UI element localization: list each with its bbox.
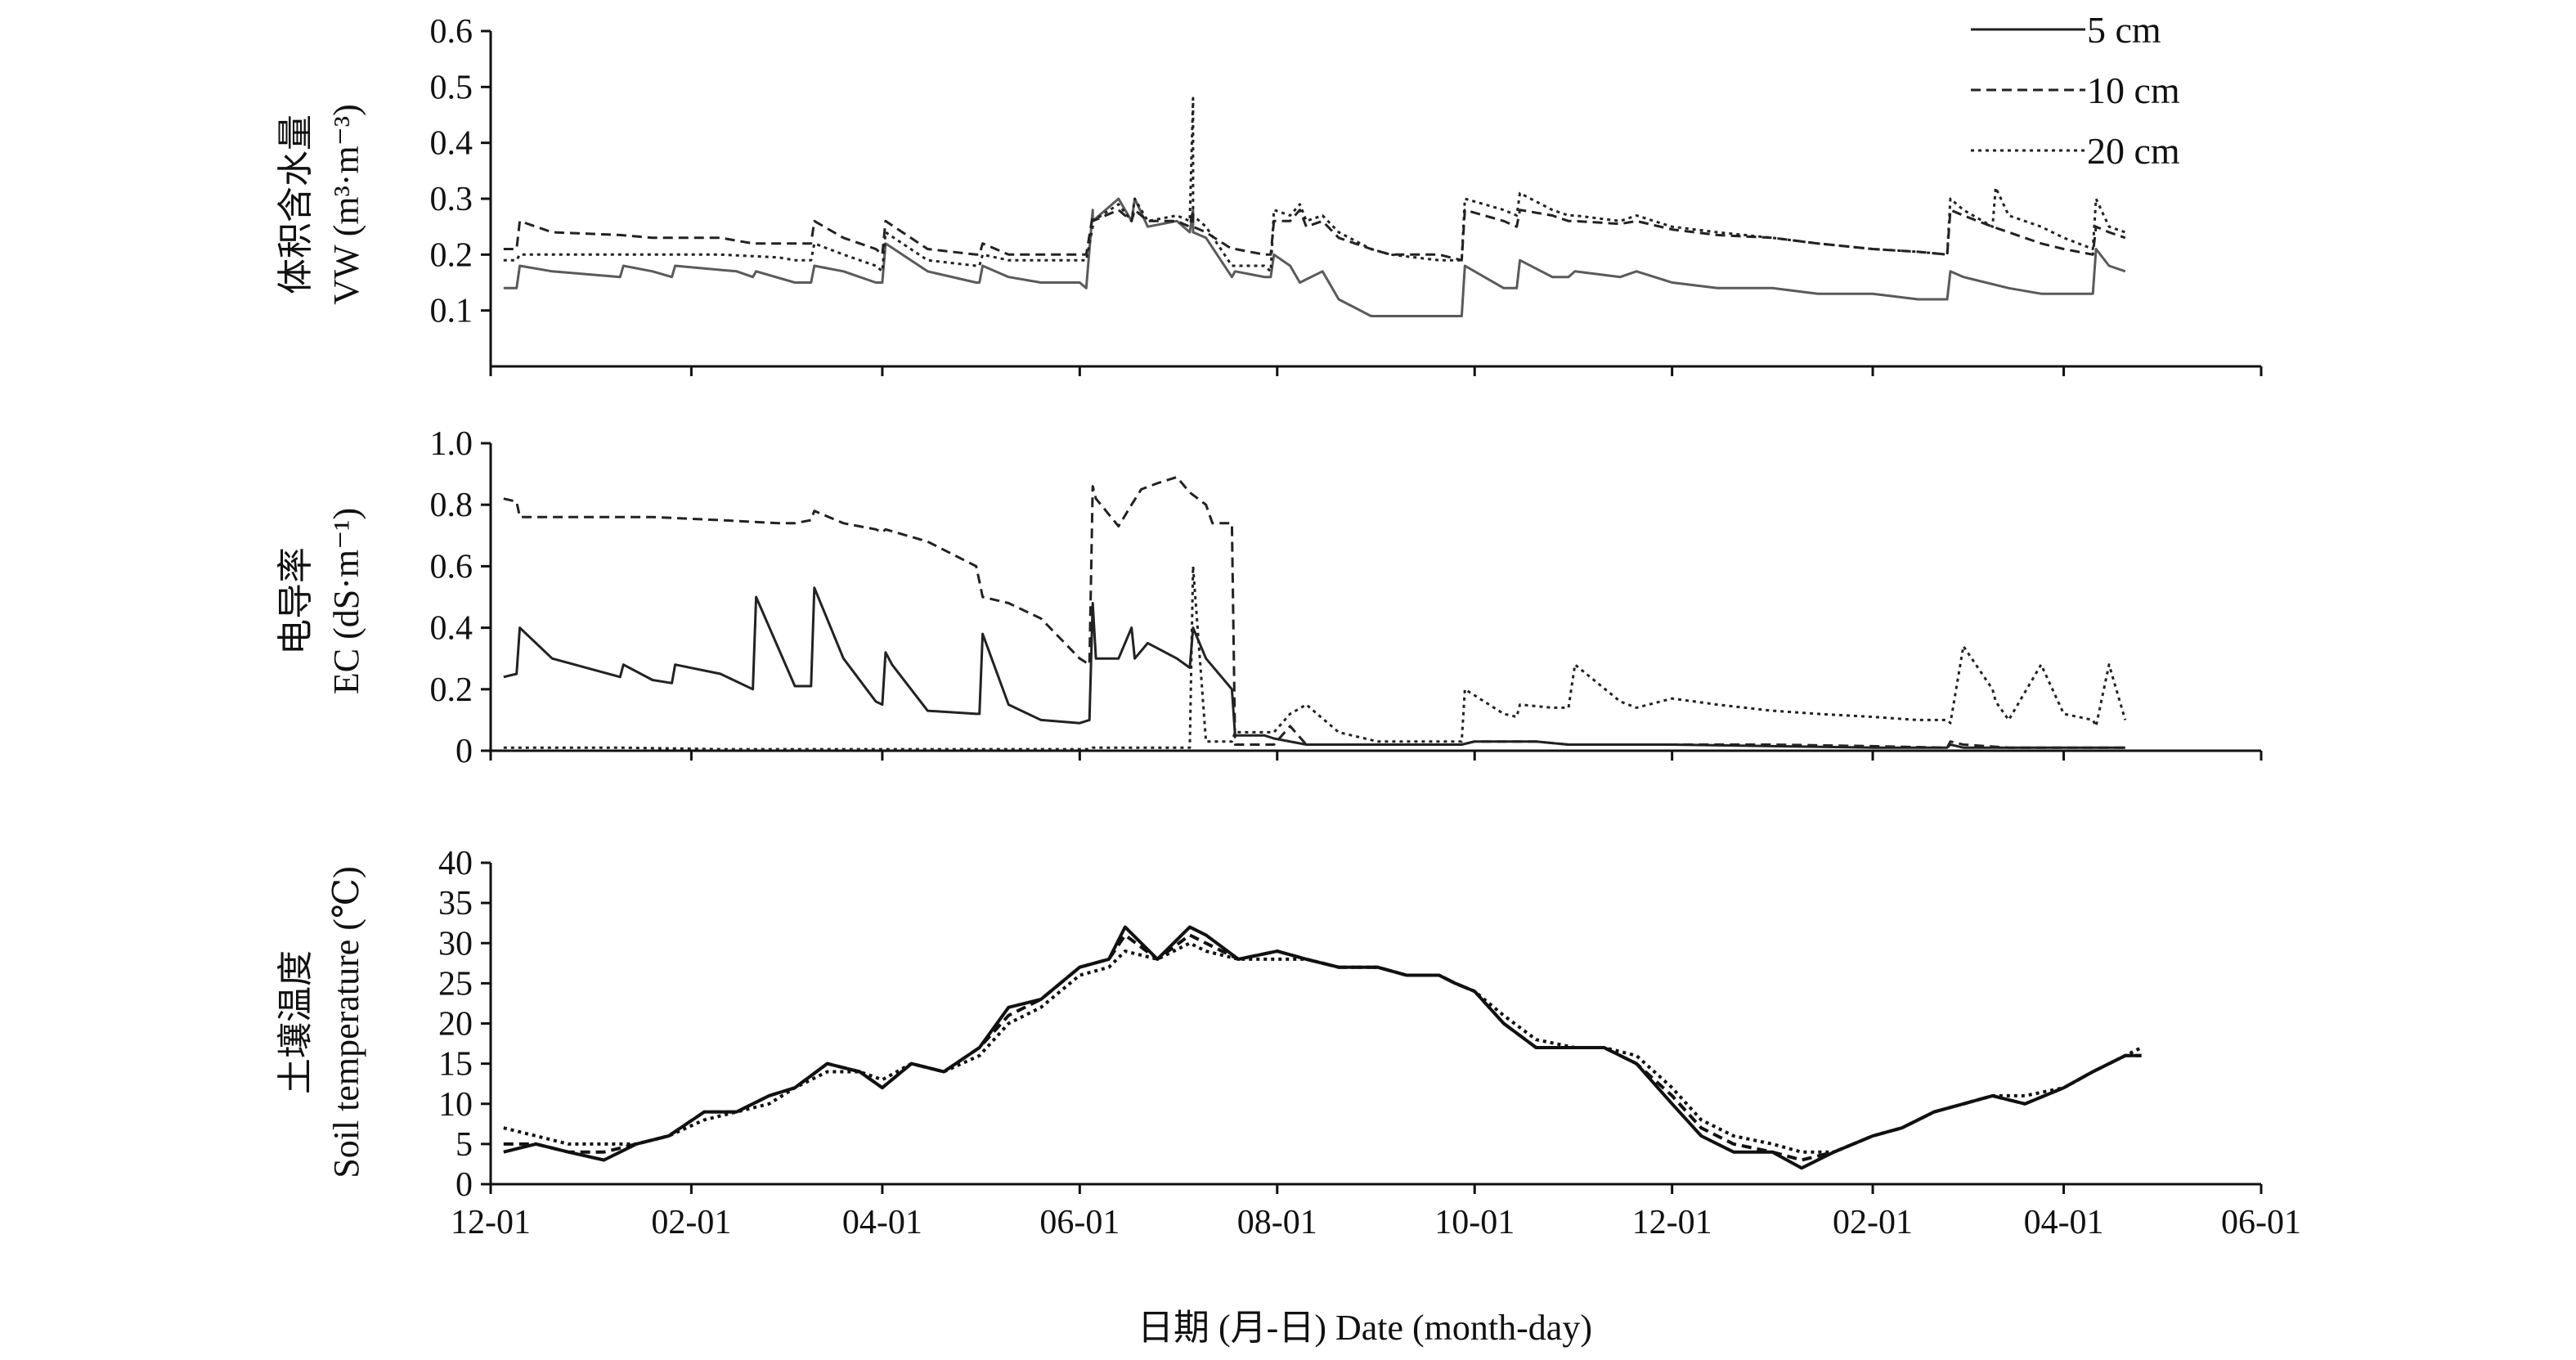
temperature-ylabel-cn: 土壤温度	[276, 950, 316, 1094]
y-tick-label: 1.0	[430, 425, 473, 463]
vw-ylabel-en: VW (m³·m⁻³)	[326, 104, 366, 305]
y-tick-label: 0.2	[430, 671, 473, 709]
y-tick-label: 0.8	[430, 487, 473, 524]
y-tick-label: 0.5	[430, 69, 473, 106]
series-line-5-cm	[503, 197, 2126, 317]
x-tick-labels: 12-01 02-01 04-01 06-01 08-01 10-01 12-01 02-01…	[451, 1204, 2301, 1241]
x-axis-title: 日期 (月-日) Date (month-day)	[1138, 1308, 1592, 1348]
y-tick-label: 0.2	[430, 236, 473, 274]
ec-ylabel-en: EC (dS·m⁻¹)	[326, 508, 366, 694]
ec-panel: 电导率 EC (dS·m⁻¹) 0 0.2 0.4 0.6 0.8 1.0	[276, 425, 2263, 770]
legend-label: 20 cm	[2087, 130, 2180, 172]
y-tick-label: 0.4	[430, 125, 473, 163]
y-tick-label: 0	[456, 733, 473, 770]
x-tick-label: 04-01	[2024, 1204, 2104, 1241]
temperature-ylabel-en: Soil temperature (℃)	[326, 866, 366, 1178]
vw-ylabel-cn: 体积含水量	[276, 114, 316, 294]
x-tick-label: 08-01	[1237, 1204, 1317, 1241]
vw-series	[503, 97, 2126, 317]
y-tick-label: 5	[456, 1126, 473, 1164]
series-line-5-cm	[503, 586, 2125, 749]
y-tick-label: 0.3	[430, 181, 473, 218]
series-line-20-cm	[503, 941, 2143, 1154]
x-tick-label: 12-01	[1632, 1204, 1712, 1241]
series-line-20-cm	[503, 564, 2127, 751]
y-tick-label: 0.1	[430, 293, 473, 330]
y-tick-label: 10	[438, 1086, 473, 1124]
y-tick-label: 25	[438, 965, 473, 1003]
y-tick-label: 15	[438, 1046, 473, 1084]
y-tick-label: 0.6	[430, 548, 473, 586]
legend-label: 10 cm	[2087, 70, 2180, 111]
vw-y-tick-labels: 0.1 0.2 0.3 0.4 0.5 0.6	[430, 13, 473, 330]
x-tick-label: 12-01	[451, 1204, 531, 1241]
x-tick-label: 04-01	[842, 1204, 922, 1241]
y-tick-label: 0	[456, 1166, 473, 1204]
x-tick-label: 02-01	[1833, 1204, 1913, 1241]
y-tick-label: 0.4	[430, 610, 473, 648]
y-tick-label: 40	[438, 845, 473, 882]
ec-series	[503, 475, 2127, 751]
y-tick-label: 0.6	[430, 13, 473, 51]
vw-panel: 体积含水量 VW (m³·m⁻³) 0.1 0.2 0.3 0.4 0.5 0.6 5 c…	[276, 9, 2263, 376]
ec-y-tick-labels: 0 0.2 0.4 0.6 0.8 1.0	[430, 425, 473, 770]
vw-axes	[481, 29, 2263, 376]
x-tick-label: 06-01	[1039, 1204, 1120, 1241]
y-tick-label: 20	[438, 1006, 473, 1044]
y-tick-label: 35	[438, 885, 473, 922]
y-tick-label: 30	[438, 925, 473, 963]
ec-ylabel-cn: 电导率	[276, 547, 316, 655]
temperature-panel: 土壤温度 Soil temperature (℃) 05101520253035…	[276, 845, 2301, 1348]
legend-label: 5 cm	[2087, 9, 2161, 51]
x-tick-label: 10-01	[1434, 1204, 1515, 1241]
x-tick-label: 06-01	[2221, 1204, 2301, 1241]
temperature-series	[503, 925, 2143, 1170]
ec-axes	[481, 442, 2263, 761]
temperature-axes	[481, 861, 2263, 1194]
legend: 5 cm 10 cm 20 cm	[1971, 9, 2180, 172]
x-tick-label: 02-01	[651, 1204, 731, 1241]
